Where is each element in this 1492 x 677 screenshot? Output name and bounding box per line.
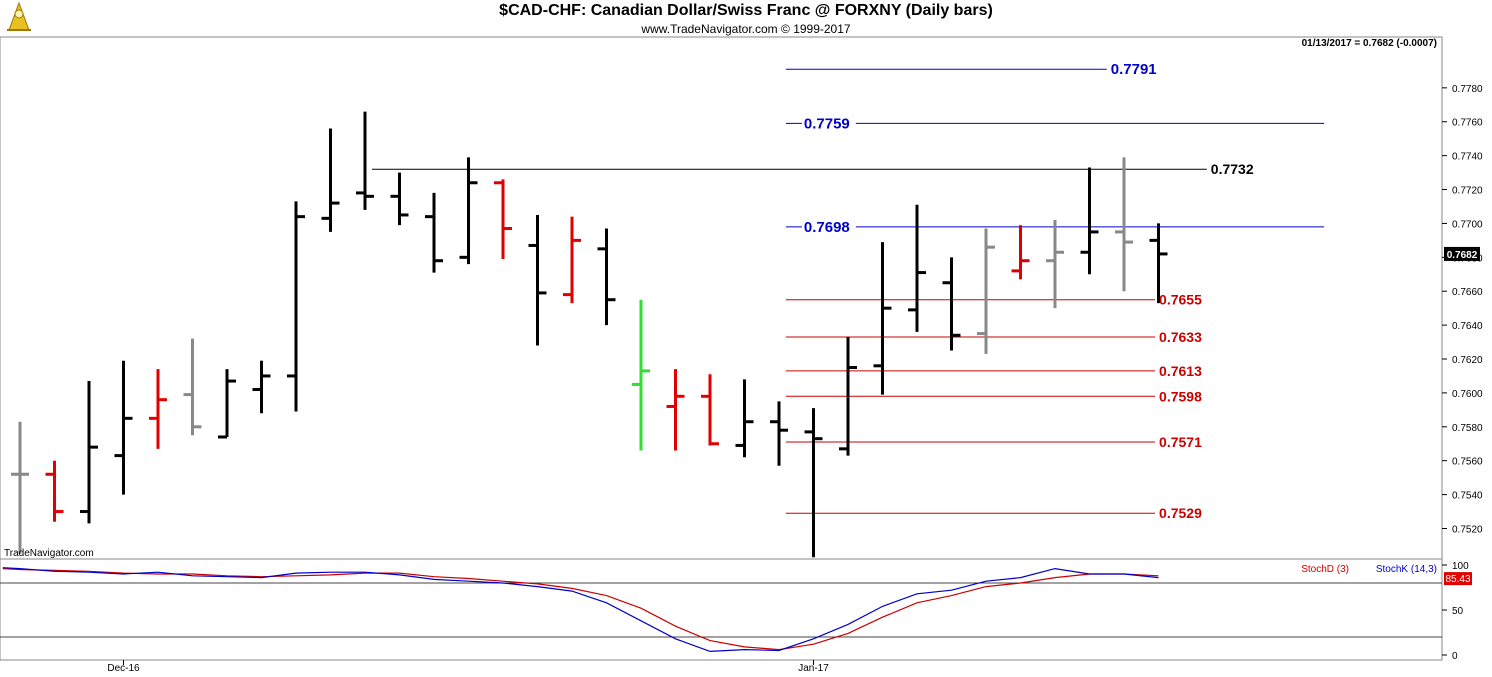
date-axis: Dec-16 Jan-17 <box>107 660 829 674</box>
ohlc-bar <box>390 172 409 226</box>
ohlc-bar <box>356 111 374 210</box>
price-tick-label: 0.7600 <box>1452 389 1483 400</box>
ohlc-bar <box>149 369 167 449</box>
price-tick-label: 0.7780 <box>1452 84 1483 95</box>
last-price-label: 0.7682 <box>1447 250 1478 261</box>
level-label: 0.7633 <box>1159 329 1202 345</box>
price-bars <box>11 111 1168 558</box>
watermark: TradeNavigator.com <box>4 548 94 559</box>
stoch-tick-label: 0 <box>1452 651 1458 662</box>
ohlc-bar <box>1011 225 1030 280</box>
ohlc-bar <box>701 374 719 446</box>
level-label-bg <box>801 217 856 235</box>
stochastic-panel-frame <box>0 558 1443 661</box>
ohlc-bar <box>563 216 581 304</box>
ohlc-bar <box>425 192 443 273</box>
level-label: 0.7613 <box>1159 363 1202 379</box>
ohlc-bar <box>666 369 685 451</box>
ohlc-bar <box>321 128 340 232</box>
stoch-last-value: 85.43 <box>1445 574 1470 585</box>
level-label-bg <box>801 114 856 132</box>
ohlc-bar <box>528 214 547 346</box>
ohlc-bar <box>45 460 64 522</box>
price-axis: 0.77800.77600.77400.77200.77000.76800.76… <box>1442 84 1483 535</box>
stochastic-axis: 100 50 0 <box>0 561 1469 662</box>
ohlc-bar <box>632 299 650 451</box>
level-label: 0.7698 <box>804 219 850 236</box>
ohlc-bar <box>1115 157 1133 292</box>
last-price-marker: 0.7682 <box>1444 246 1480 261</box>
chart-subtitle: www.TradeNavigator.com © 1999-2017 <box>641 22 851 36</box>
stoch-k-line <box>2 567 1159 653</box>
ohlc-bar <box>1046 220 1064 309</box>
ohlc-bar <box>839 336 857 456</box>
stoch-d-label: StochD (3) <box>1301 564 1349 575</box>
price-tick-label: 0.7760 <box>1452 118 1483 129</box>
ohlc-bar <box>80 381 98 524</box>
price-tick-label: 0.7640 <box>1452 321 1483 332</box>
price-tick-label: 0.7740 <box>1452 152 1483 163</box>
level-label: 0.7529 <box>1159 505 1202 521</box>
ohlc-bar <box>942 257 961 351</box>
ohlc-bar <box>804 408 823 558</box>
ohlc-bar <box>770 401 788 466</box>
ohlc-bar <box>873 242 892 395</box>
ohlc-bar <box>252 360 271 414</box>
price-tick-label: 0.7540 <box>1452 491 1483 502</box>
stoch-tick-label: 100 <box>1452 561 1469 572</box>
ohlc-bar <box>183 338 202 436</box>
level-label: 0.7571 <box>1159 434 1202 450</box>
stoch-last-marker: 85.43 <box>1444 572 1472 586</box>
ohlc-bar <box>287 201 305 412</box>
ohlc-bar <box>1149 223 1168 304</box>
ohlc-bar <box>11 421 29 554</box>
ohlc-bar <box>459 157 478 265</box>
date-tick-label: Jan-17 <box>798 663 829 674</box>
stochastic-lines <box>2 567 1159 653</box>
level-label: 0.7598 <box>1159 388 1202 404</box>
price-tick-label: 0.7660 <box>1452 287 1483 298</box>
date-tick-label: Dec-16 <box>107 663 140 674</box>
price-tick-label: 0.7560 <box>1452 457 1483 468</box>
ohlc-bar <box>114 360 133 495</box>
ohlc-bar <box>977 228 995 354</box>
ohlc-bar <box>1080 167 1099 275</box>
ohlc-bar <box>908 204 926 332</box>
stoch-tick-label: 50 <box>1452 606 1464 617</box>
stoch-k-label: StochK (14,3) <box>1376 564 1437 575</box>
level-label: 0.7759 <box>804 115 850 132</box>
price-tick-label: 0.7520 <box>1452 524 1483 535</box>
ohlc-bar <box>597 228 616 326</box>
level-label: 0.7655 <box>1159 292 1202 308</box>
level-label: 0.7732 <box>1211 161 1254 177</box>
price-tick-label: 0.7580 <box>1452 423 1483 434</box>
ohlc-bar <box>735 379 754 458</box>
trade-navigator-logo-icon <box>7 1 31 31</box>
price-tick-label: 0.7700 <box>1452 219 1483 230</box>
main-panel-frame <box>0 36 1443 660</box>
ohlc-bar <box>494 179 512 260</box>
level-label: 0.7791 <box>1111 61 1157 78</box>
price-tick-label: 0.7620 <box>1452 355 1483 366</box>
price-readout: 01/13/2017 = 0.7682 (-0.0007) <box>1302 38 1437 49</box>
price-tick-label: 0.7720 <box>1452 186 1483 197</box>
chart-title: $CAD-CHF: Canadian Dollar/Swiss Franc @ … <box>499 2 993 19</box>
ohlc-bar <box>218 369 236 439</box>
